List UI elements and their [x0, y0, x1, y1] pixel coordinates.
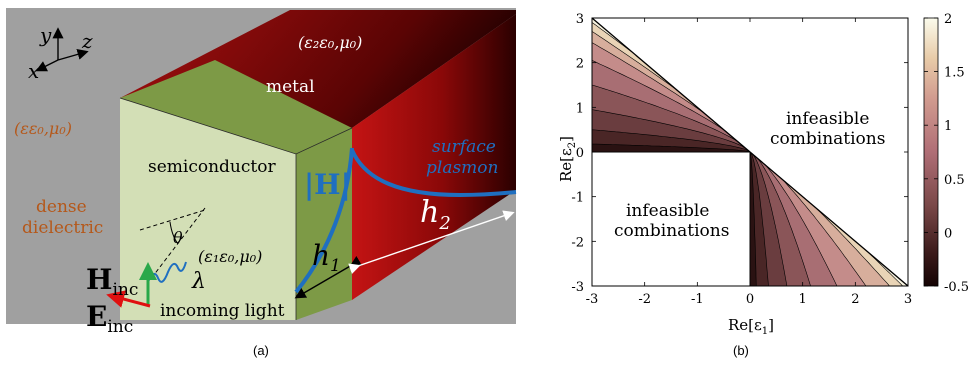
- panel-b: -3 -2 -1 0 1 2 3 3 2 1 0 -1 -2 -3 infeasible combina…: [557, 12, 969, 358]
- axis-z-arrow: [57, 48, 89, 61]
- contour-band-ul: [591, 143, 751, 153]
- lambda-label: λ: [191, 269, 206, 294]
- x-tick-label: -2: [638, 292, 651, 307]
- boundary-diagonal: [591, 17, 909, 287]
- dense-label: dense: [36, 197, 87, 217]
- panel-a: y z x (ε₂ε₀,μ₀) metal (εε₀,μ₀) semicondu…: [6, 8, 517, 358]
- h1-label: h1: [312, 239, 341, 276]
- colorbar: [923, 17, 939, 287]
- semiconductor-front-face: [120, 98, 296, 320]
- annot-bottom-2: combinations: [614, 221, 729, 241]
- plasmon-label-2: plasmon: [426, 158, 498, 178]
- semiconductor-params: (ε₁ε₀,μ₀): [198, 247, 262, 266]
- x-tick-label: 3: [904, 292, 912, 307]
- colorbar-tick-label: 0.5: [944, 173, 965, 188]
- colorbar-tick-label: 2: [944, 12, 952, 27]
- outer-params: (εε₀,μ₀): [14, 119, 72, 138]
- axis-x-arrow: [35, 59, 59, 72]
- colorbar-tick-label: 1.5: [944, 66, 965, 81]
- semiconductor-label: semiconductor: [148, 157, 276, 177]
- x-tick-label: 2: [851, 292, 859, 307]
- x-ticks: -3 -2 -1 0 1 2 3: [586, 18, 912, 307]
- y-tick-label: 2: [576, 57, 584, 72]
- h1-arrow: [294, 255, 363, 299]
- annot-top-1: infeasible: [786, 109, 869, 129]
- h2-label: h2: [420, 195, 451, 234]
- h-field-label: |H|: [304, 168, 351, 201]
- theta-label: θ: [173, 228, 183, 247]
- colorbar-tick-label: -0.5: [944, 280, 969, 295]
- colorbar-tick-label: 1: [944, 119, 952, 134]
- plasmon-label-1: surface: [432, 137, 496, 157]
- h2-arrow: [348, 210, 515, 275]
- y-tick-label: 0: [576, 146, 584, 161]
- e-inc-label: Einc: [86, 300, 133, 337]
- y-tick-label: 3: [576, 12, 584, 27]
- y-tick-label: -2: [571, 235, 584, 250]
- semiconductor-top-face: [120, 60, 352, 154]
- x-tick-label: 0: [746, 292, 754, 307]
- e-inc-arrow: [106, 290, 151, 308]
- caption-b: (b): [733, 343, 749, 358]
- annot-top-2: combinations: [770, 129, 885, 149]
- caption-a: (a): [253, 343, 269, 358]
- axis-y-label: y: [39, 23, 52, 47]
- y-tick-label: -3: [571, 280, 584, 295]
- y-tick-label: -1: [571, 191, 584, 206]
- x-axis-label: Re[ε1]: [728, 316, 774, 337]
- x-tick-label: -3: [586, 292, 599, 307]
- colorbar-tick-label: 0: [944, 226, 952, 241]
- normal-dashed-line: [139, 209, 206, 231]
- axis-z-label: z: [81, 29, 93, 53]
- axis-x-label: x: [28, 59, 39, 83]
- metal-label: metal: [266, 77, 315, 97]
- metal-params: (ε₂ε₀,μ₀): [298, 33, 362, 52]
- h-inc-label: Hinc: [86, 263, 138, 300]
- incoming-light-label: incoming light: [160, 301, 285, 321]
- x-tick-label: 1: [799, 292, 807, 307]
- contour-band-lr: [749, 151, 757, 287]
- y-tick-label: 1: [576, 101, 584, 116]
- annot-bottom-1: infeasible: [626, 201, 709, 221]
- y-ticks: 3 2 1 0 -1 -2 -3: [571, 12, 908, 295]
- y-axis-label: Re[ε2]: [557, 136, 578, 182]
- semiconductor-side-face: [296, 128, 352, 320]
- dielectric-label: dielectric: [22, 218, 103, 238]
- theta-arc: [169, 221, 179, 245]
- surface-plasmon-curve: [350, 149, 517, 198]
- x-tick-label: -1: [691, 292, 704, 307]
- colorbar-ticks: 2 1.5 1 0.5 0 -0.5: [924, 12, 969, 295]
